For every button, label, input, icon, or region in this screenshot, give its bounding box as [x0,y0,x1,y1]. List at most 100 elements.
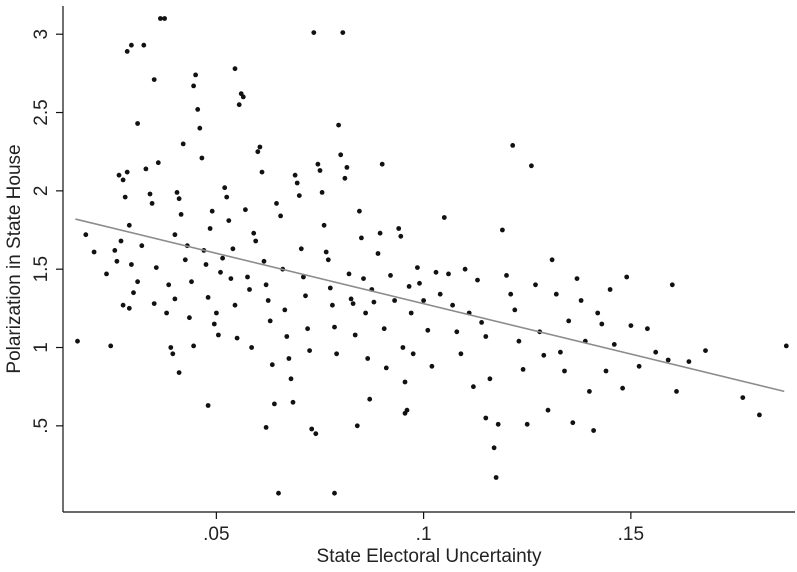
data-point [189,279,194,284]
data-point [303,293,308,298]
data-point [117,173,122,178]
data-point [131,290,136,295]
data-point [282,308,287,313]
data-point [430,364,435,369]
data-point [340,30,345,35]
data-point [500,228,505,233]
data-point [687,359,692,364]
data-point [757,413,762,418]
data-point [446,272,451,277]
data-point [425,328,430,333]
data-point [245,275,250,280]
data-point [135,121,140,126]
data-point [112,248,117,253]
y-axis-ticks: .511.522.53 [31,29,63,434]
data-point [492,445,497,450]
data-point [508,292,513,297]
data-point [666,358,671,363]
data-point [162,16,167,21]
data-point [529,163,534,168]
data-point [206,295,211,300]
data-point [309,427,314,432]
data-point [168,345,173,350]
data-point [645,326,650,331]
data-point [173,232,178,237]
data-point [320,190,325,195]
data-point [206,403,211,408]
data-point [293,173,298,178]
data-point [332,325,337,330]
data-point [243,207,248,212]
data-point [307,348,312,353]
data-point [608,287,613,292]
data-point [268,319,273,324]
data-point [575,276,580,281]
data-point [459,351,464,356]
data-point [251,231,256,236]
data-point [123,195,128,200]
data-point [253,239,258,244]
data-point [179,212,184,217]
data-point [363,311,368,316]
data-point [612,342,617,347]
data-point [361,276,366,281]
data-point [463,267,468,272]
data-point [388,273,393,278]
x-tick-label: .05 [203,524,229,545]
data-point [125,170,130,175]
data-point [365,356,370,361]
data-point [119,239,124,244]
data-point [264,425,269,430]
data-point [144,167,149,172]
data-point [343,176,348,181]
data-point [226,218,231,223]
data-point [579,298,584,303]
data-point [154,265,159,270]
data-point [233,66,238,71]
data-point [249,345,254,350]
y-tick-label: 1 [31,342,52,353]
data-point [637,364,642,369]
data-point [121,178,126,183]
data-point [229,276,234,281]
data-point [264,282,269,287]
data-point [541,353,546,358]
data-point [260,170,265,175]
data-point [177,370,182,375]
y-tick-label: 2.5 [31,99,52,125]
data-point [200,156,205,161]
data-point [195,107,200,112]
data-point [148,192,153,197]
data-point [740,395,745,400]
data-point [438,292,443,297]
data-point [587,389,592,394]
data-point [336,123,341,128]
data-point [417,281,422,286]
data-point [392,298,397,303]
data-point [349,297,354,302]
data-point [384,366,389,371]
data-point [517,339,522,344]
data-point [311,30,316,35]
data-point [546,408,551,413]
data-point [674,389,679,394]
data-point [152,77,157,82]
data-point [235,336,240,341]
data-point [299,246,304,251]
data-point [218,270,223,275]
data-point [166,282,171,287]
data-point [330,303,335,308]
data-point [450,303,455,308]
data-point [558,350,563,355]
y-tick-label: .5 [31,418,52,434]
data-point [324,250,329,255]
data-points [75,16,789,496]
data-point [353,333,358,338]
data-point [512,308,517,313]
data-point [224,195,229,200]
data-point [181,142,186,147]
data-point [291,400,296,405]
data-point [403,380,408,385]
